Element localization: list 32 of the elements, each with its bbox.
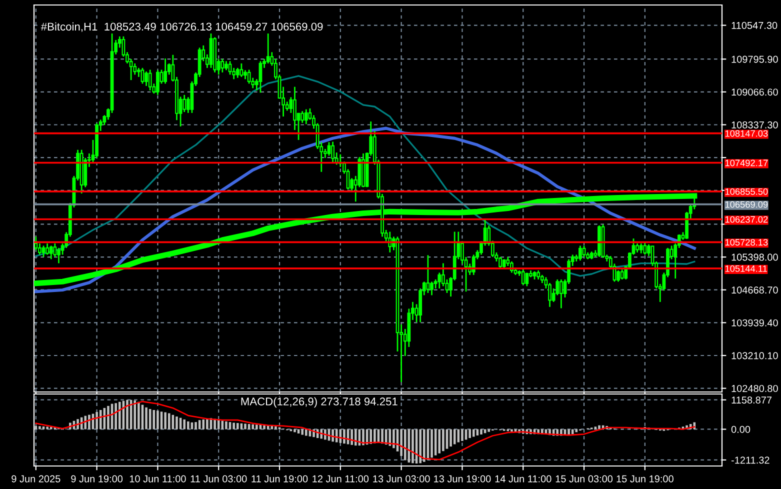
- x-tick-label: 12 Jun 11:00: [312, 475, 369, 482]
- x-tick-label: 11 Jun 03:00: [190, 475, 247, 482]
- y-tick-label: -1211.32: [731, 456, 770, 464]
- ref-line-label: 105144.11: [725, 265, 767, 272]
- x-tick-label: 11 Jun 19:00: [252, 475, 308, 482]
- x-tick-label: 9 Jun 19:00: [71, 475, 123, 482]
- y-tick-label: 1158.877: [732, 396, 772, 404]
- x-tick-label: 15 Jun 03:00: [556, 475, 613, 482]
- x-tick-label: 15 Jun 19:00: [616, 475, 674, 482]
- ref-line-label: 106855.50: [725, 188, 768, 195]
- y-tick-label: 102480.80: [732, 384, 778, 392]
- chart-title: MACD(12,26,9) 273.718 94.251: [241, 397, 398, 408]
- ref-line-label: 106569.09: [725, 201, 768, 208]
- y-tick-label: 105398.00: [732, 254, 778, 261]
- text: #Bitcoin,H1 108523.49 106726.13 106459.27 106569.09: [40, 22, 323, 32]
- ref-line-label: 108147.03: [725, 130, 768, 137]
- x-tick-label: 14 Jun 11:00: [495, 475, 552, 482]
- x-tick-label: 9 Jun 2025: [12, 475, 60, 482]
- y-tick-label: 103939.40: [732, 319, 778, 326]
- x-tick-label: 10 Jun 11:00: [130, 475, 186, 482]
- y-tick-label: 103210.10: [732, 352, 778, 360]
- x-tick-label: 13 Jun 03:00: [373, 475, 430, 482]
- y-tick-label: 108337.30: [732, 121, 778, 128]
- ref-line-label: 107492.17: [725, 160, 768, 166]
- y-tick-label: 104668.70: [732, 286, 778, 294]
- y-tick-label: 0.00: [731, 426, 750, 433]
- ref-line-label: 106237.02: [725, 216, 768, 223]
- y-tick-label: 109795.90: [732, 56, 778, 63]
- ref-line-label: 105728.13: [725, 239, 768, 246]
- y-tick-label: 110547.30: [732, 22, 778, 30]
- x-tick-label: 13 Jun 19:00: [434, 475, 491, 482]
- y-tick-label: 109066.60: [732, 88, 778, 96]
